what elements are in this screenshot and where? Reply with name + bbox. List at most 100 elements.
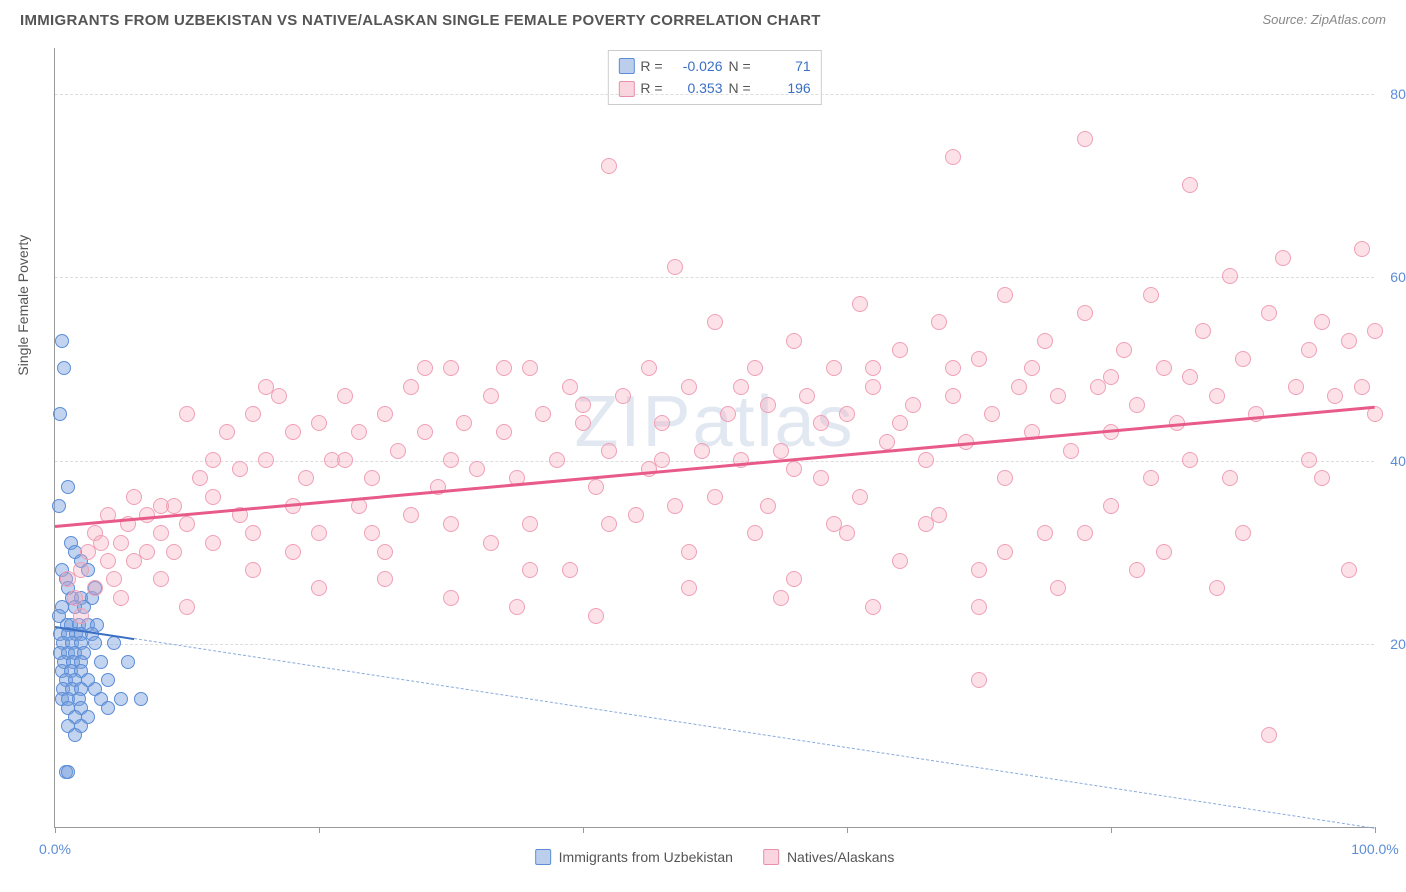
- source-attribution: Source: ZipAtlas.com: [1262, 12, 1386, 27]
- legend-item-blue: Immigrants from Uzbekistan: [535, 849, 733, 865]
- point-pink: [1077, 131, 1093, 147]
- point-pink: [1261, 727, 1277, 743]
- point-pink: [826, 360, 842, 376]
- point-pink: [337, 452, 353, 468]
- point-pink: [298, 470, 314, 486]
- n-value-pink: 196: [761, 77, 811, 99]
- point-pink: [654, 452, 670, 468]
- point-pink: [549, 452, 565, 468]
- y-tick-label: 60.0%: [1390, 269, 1406, 285]
- point-pink: [126, 489, 142, 505]
- point-pink: [865, 360, 881, 376]
- point-pink: [615, 388, 631, 404]
- gridline-h: [55, 461, 1374, 462]
- point-pink: [720, 406, 736, 422]
- point-pink: [87, 580, 103, 596]
- point-pink: [153, 571, 169, 587]
- point-pink: [522, 562, 538, 578]
- correlation-legend: R = -0.026 N = 71 R = 0.353 N = 196: [607, 50, 821, 105]
- point-pink: [1129, 562, 1145, 578]
- point-pink: [245, 525, 261, 541]
- point-pink: [377, 571, 393, 587]
- series-legend: Immigrants from Uzbekistan Natives/Alask…: [535, 849, 895, 865]
- legend-row-blue: R = -0.026 N = 71: [618, 55, 810, 77]
- y-tick-label: 80.0%: [1390, 86, 1406, 102]
- point-pink: [945, 149, 961, 165]
- chart-header: IMMIGRANTS FROM UZBEKISTAN VS NATIVE/ALA…: [0, 0, 1406, 29]
- trend-line: [55, 406, 1375, 528]
- point-pink: [113, 590, 129, 606]
- point-pink: [73, 608, 89, 624]
- point-blue: [55, 334, 69, 348]
- point-pink: [1011, 379, 1027, 395]
- point-pink: [588, 479, 604, 495]
- point-pink: [1103, 369, 1119, 385]
- point-pink: [113, 535, 129, 551]
- point-pink: [839, 406, 855, 422]
- point-pink: [1275, 250, 1291, 266]
- x-tick: [847, 827, 848, 833]
- point-pink: [865, 379, 881, 395]
- point-pink: [417, 360, 433, 376]
- point-pink: [258, 452, 274, 468]
- point-pink: [1182, 369, 1198, 385]
- point-pink: [681, 379, 697, 395]
- legend-label-pink: Natives/Alaskans: [787, 849, 894, 865]
- point-pink: [575, 415, 591, 431]
- point-pink: [483, 535, 499, 551]
- point-pink: [179, 599, 195, 615]
- point-pink: [1209, 580, 1225, 596]
- point-pink: [1195, 323, 1211, 339]
- point-pink: [601, 516, 617, 532]
- swatch-blue-icon: [618, 58, 634, 74]
- point-pink: [971, 562, 987, 578]
- point-pink: [1024, 360, 1040, 376]
- point-pink: [245, 406, 261, 422]
- point-pink: [1314, 314, 1330, 330]
- point-pink: [799, 388, 815, 404]
- point-pink: [1235, 525, 1251, 541]
- point-pink: [1103, 498, 1119, 514]
- point-pink: [522, 360, 538, 376]
- trend-line: [134, 638, 1375, 829]
- point-pink: [892, 415, 908, 431]
- point-pink: [496, 360, 512, 376]
- x-tick-label: 0.0%: [39, 841, 71, 857]
- point-pink: [1063, 443, 1079, 459]
- point-pink: [905, 397, 921, 413]
- point-pink: [100, 553, 116, 569]
- point-pink: [245, 562, 261, 578]
- point-pink: [575, 397, 591, 413]
- point-pink: [192, 470, 208, 486]
- point-pink: [786, 461, 802, 477]
- point-pink: [945, 360, 961, 376]
- point-pink: [1077, 305, 1093, 321]
- point-pink: [1314, 470, 1330, 486]
- point-pink: [1327, 388, 1343, 404]
- point-blue: [107, 636, 121, 650]
- point-pink: [628, 507, 644, 523]
- point-pink: [681, 580, 697, 596]
- r-value-pink: 0.353: [673, 77, 723, 99]
- point-blue: [61, 765, 75, 779]
- point-pink: [153, 525, 169, 541]
- point-pink: [496, 424, 512, 440]
- point-pink: [535, 406, 551, 422]
- point-pink: [694, 443, 710, 459]
- point-pink: [377, 406, 393, 422]
- point-blue: [61, 480, 75, 494]
- point-pink: [852, 489, 868, 505]
- point-pink: [285, 544, 301, 560]
- point-pink: [945, 388, 961, 404]
- point-pink: [1050, 388, 1066, 404]
- point-pink: [1143, 470, 1159, 486]
- point-pink: [1182, 452, 1198, 468]
- point-pink: [456, 415, 472, 431]
- point-pink: [707, 314, 723, 330]
- x-tick: [1111, 827, 1112, 833]
- n-value-blue: 71: [761, 55, 811, 77]
- x-tick: [583, 827, 584, 833]
- point-pink: [364, 525, 380, 541]
- point-pink: [443, 516, 459, 532]
- n-label: N =: [729, 77, 751, 99]
